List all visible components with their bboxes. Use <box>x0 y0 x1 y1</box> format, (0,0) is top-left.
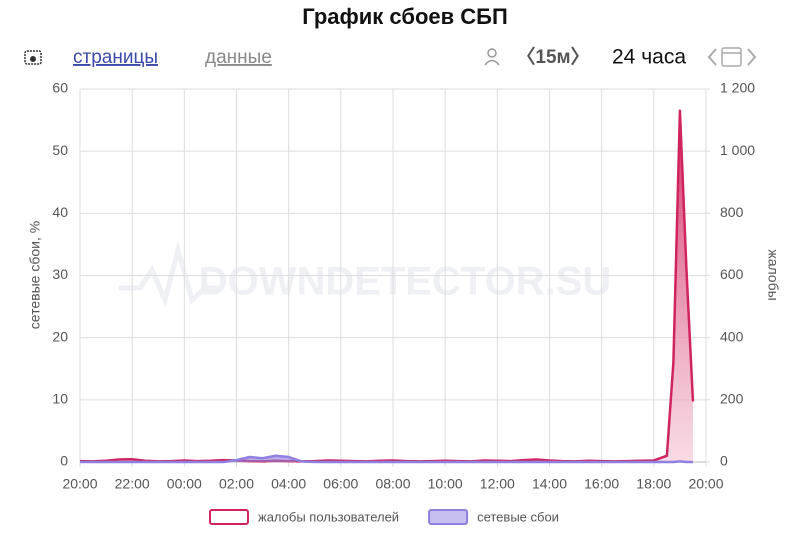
legend-label: сетевые сбои <box>477 509 559 524</box>
user-body <box>484 59 500 66</box>
y2-tick-label: 400 <box>720 328 744 344</box>
y2-tick-label: 600 <box>720 266 744 282</box>
camera-lens <box>30 56 36 62</box>
x-tick-label: 22:00 <box>115 476 150 492</box>
x-tick-label: 00:00 <box>167 476 202 492</box>
series-line <box>80 454 693 464</box>
x-tick-label: 10:00 <box>428 476 463 492</box>
y2-tick-label: 1 000 <box>720 142 755 158</box>
x-tick-label: 08:00 <box>375 476 410 492</box>
user-icon[interactable] <box>484 48 500 66</box>
x-tick-label: 04:00 <box>271 476 306 492</box>
calendar-icon[interactable] <box>721 47 742 67</box>
x-tick-label: 16:00 <box>584 476 619 492</box>
x-tick-label: 02:00 <box>219 476 254 492</box>
interval-select[interactable]: 〈15м〉 <box>516 45 589 68</box>
camera-icon[interactable] <box>24 50 42 65</box>
y-tick-label: 20 <box>52 328 68 344</box>
tab-pages[interactable]: страницы <box>73 47 158 68</box>
chart-title: График сбоев СБП <box>302 4 508 29</box>
legend-swatch <box>428 509 469 525</box>
camera-frame <box>24 50 42 65</box>
x-tick-label: 20:00 <box>62 476 97 492</box>
y2-tick-label: 200 <box>720 391 744 407</box>
calendar-control[interactable] <box>707 47 757 67</box>
period-select[interactable]: 24 часа <box>612 46 686 69</box>
legend: жалобы пользователей сетевые сбои <box>209 509 559 525</box>
x-tick-label: 14:00 <box>532 476 567 492</box>
y-tick-label: 50 <box>52 142 68 158</box>
next-arrow[interactable] <box>747 48 757 66</box>
x-tick-label: 18:00 <box>636 476 671 492</box>
tab-data[interactable]: данные <box>205 47 272 68</box>
y2-tick-label: 800 <box>720 204 744 220</box>
y2-tick-label: 0 <box>720 453 728 469</box>
x-tick-label: 12:00 <box>480 476 515 492</box>
y-tick-label: 30 <box>52 266 68 282</box>
x-tick-label: 20:00 <box>688 476 723 492</box>
legend-swatch <box>209 509 249 525</box>
prev-arrow[interactable] <box>707 48 717 66</box>
y2-tick-label: 1 200 <box>720 80 755 96</box>
y-tick-label: 0 <box>60 453 68 469</box>
y2-axis-label: жалобы <box>765 249 781 300</box>
x-tick-label: 06:00 <box>323 476 358 492</box>
y-tick-label: 40 <box>52 204 68 220</box>
y-tick-label: 60 <box>52 80 68 96</box>
watermark: DOWNDETECTOR.SU <box>199 260 612 304</box>
user-head <box>487 48 497 58</box>
legend-label: жалобы пользователей <box>258 509 399 524</box>
y-axis-label: сетевые сбои, % <box>27 221 43 329</box>
y-tick-label: 10 <box>52 391 68 407</box>
